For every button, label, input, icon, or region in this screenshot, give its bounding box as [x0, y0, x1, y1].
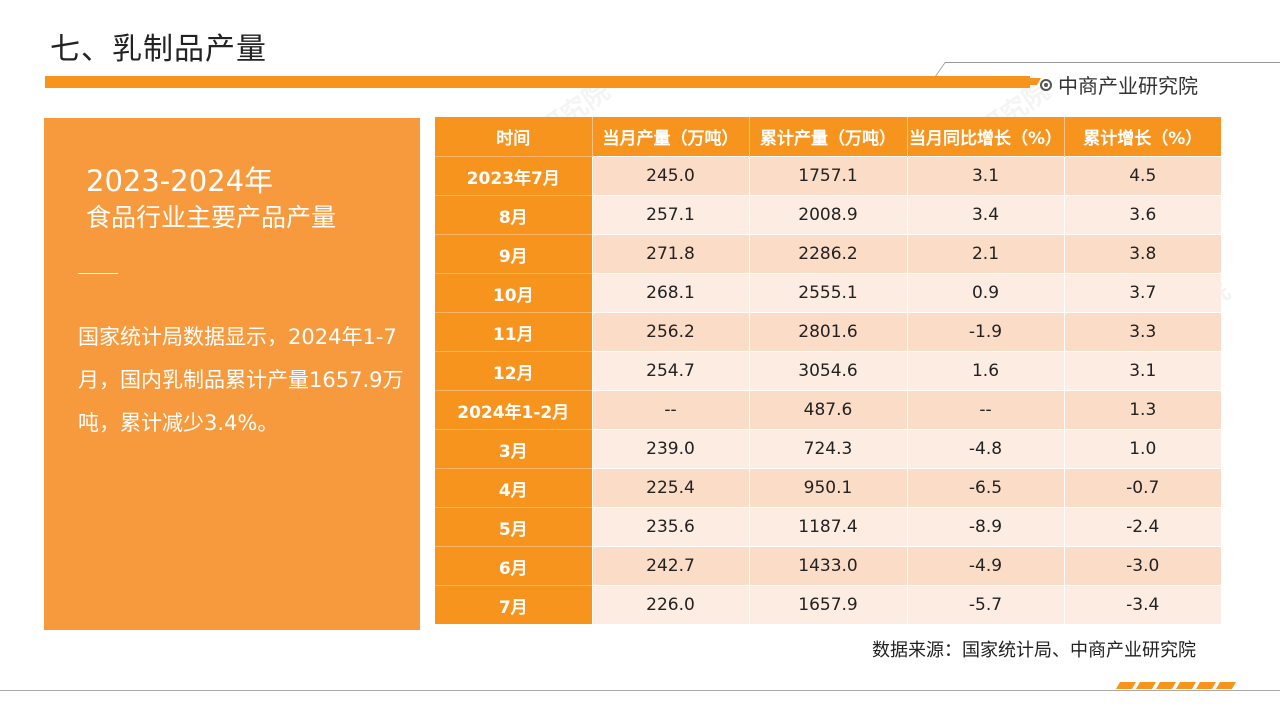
cell-cumulative-output: 950.1	[748, 468, 907, 508]
cell-cumulative-growth: 3.3	[1063, 312, 1221, 352]
cell-cumulative-growth: 3.1	[1063, 351, 1221, 391]
table-row: 3月 239.0 724.3 -4.8 1.0	[435, 429, 1221, 469]
cell-monthly-yoy: 0.9	[906, 273, 1064, 313]
table-row: 6月 242.7 1433.0 -4.9 -3.0	[435, 546, 1221, 586]
header-time: 时间	[435, 117, 592, 157]
cell-time: 3月	[435, 429, 592, 469]
cell-monthly-output: 235.6	[591, 507, 749, 547]
cell-monthly-output: 271.8	[591, 234, 749, 274]
cell-monthly-output: 254.7	[591, 351, 749, 391]
data-source-note: 数据来源：国家统计局、中商产业研究院	[872, 640, 1196, 661]
cell-cumulative-output: 2555.1	[748, 273, 907, 313]
cell-cumulative-output: 1187.4	[748, 507, 907, 547]
panel-title-line1: 2023-2024年	[86, 164, 274, 198]
table-row: 11月 256.2 2801.6 -1.9 3.3	[435, 312, 1221, 352]
cell-cumulative-growth: 3.8	[1063, 234, 1221, 274]
cell-time: 2023年7月	[435, 156, 592, 196]
table-row: 8月 257.1 2008.9 3.4 3.6	[435, 195, 1221, 235]
header-cumulative-growth: 累计增长（%）	[1063, 117, 1221, 157]
table-row: 2024年1-2月 -- 487.6 -- 1.3	[435, 390, 1221, 430]
cell-cumulative-growth: 3.7	[1063, 273, 1221, 313]
cell-monthly-output: --	[591, 390, 749, 430]
cell-monthly-yoy: -8.9	[906, 507, 1064, 547]
circle-dot-icon	[1040, 78, 1052, 91]
cell-cumulative-growth: -2.4	[1063, 507, 1221, 547]
cell-monthly-output: 226.0	[591, 585, 749, 624]
cell-cumulative-output: 724.3	[748, 429, 907, 469]
cell-monthly-output: 256.2	[591, 312, 749, 352]
cell-time: 10月	[435, 273, 592, 313]
cell-monthly-yoy: -6.5	[906, 468, 1064, 508]
cell-cumulative-growth: -3.4	[1063, 585, 1221, 624]
cell-time: 4月	[435, 468, 592, 508]
cell-monthly-output: 225.4	[591, 468, 749, 508]
panel-title-line2: 食品行业主要产品产量	[86, 203, 337, 232]
table-row: 9月 271.8 2286.2 2.1 3.8	[435, 234, 1221, 274]
header-monthly-yoy: 当月同比增长（%）	[906, 117, 1064, 157]
header-monthly-output: 当月产量（万吨）	[591, 117, 749, 157]
cell-cumulative-output: 2801.6	[748, 312, 907, 352]
cell-monthly-output: 239.0	[591, 429, 749, 469]
cell-monthly-output: 268.1	[591, 273, 749, 313]
cell-time: 8月	[435, 195, 592, 235]
cell-monthly-output: 245.0	[591, 156, 749, 196]
cell-monthly-yoy: 3.1	[906, 156, 1064, 196]
cell-time: 6月	[435, 546, 592, 586]
cell-cumulative-growth: -3.0	[1063, 546, 1221, 586]
cell-cumulative-output: 3054.6	[748, 351, 907, 391]
cell-time: 12月	[435, 351, 592, 391]
cell-monthly-yoy: -4.8	[906, 429, 1064, 469]
footer-stripes-decoration	[1115, 682, 1237, 689]
table-header-row: 时间 当月产量（万吨） 累计产量（万吨） 当月同比增长（%） 累计增长（%）	[435, 117, 1221, 157]
cell-cumulative-output: 1757.1	[748, 156, 907, 196]
cell-monthly-yoy: -1.9	[906, 312, 1064, 352]
cell-cumulative-growth: 4.5	[1063, 156, 1221, 196]
table-row: 5月 235.6 1187.4 -8.9 -2.4	[435, 507, 1221, 547]
table-row: 10月 268.1 2555.1 0.9 3.7	[435, 273, 1221, 313]
cell-monthly-yoy: 2.1	[906, 234, 1064, 274]
panel-divider	[78, 273, 118, 274]
cell-cumulative-growth: 3.6	[1063, 195, 1221, 235]
cell-monthly-yoy: 3.4	[906, 195, 1064, 235]
brand-name: 中商产业研究院	[1058, 74, 1198, 98]
cell-cumulative-growth: -0.7	[1063, 468, 1221, 508]
cell-monthly-output: 257.1	[591, 195, 749, 235]
cell-monthly-yoy: -4.9	[906, 546, 1064, 586]
cell-monthly-yoy: -5.7	[906, 585, 1064, 624]
cell-time: 5月	[435, 507, 592, 547]
table-row: 7月 226.0 1657.9 -5.7 -3.4	[435, 585, 1221, 624]
cell-monthly-yoy: --	[906, 390, 1064, 430]
title-accent-bar	[45, 76, 1030, 88]
header-stripes-decoration	[1000, 78, 1042, 85]
cell-monthly-output: 242.7	[591, 546, 749, 586]
summary-panel: 2023-2024年 食品行业主要产品产量 国家统计局数据显示，2024年1-7…	[44, 118, 420, 630]
page-title: 七、乳制品产量	[50, 32, 267, 67]
cell-time: 9月	[435, 234, 592, 274]
cell-time: 11月	[435, 312, 592, 352]
cell-cumulative-output: 487.6	[748, 390, 907, 430]
cell-cumulative-growth: 1.0	[1063, 429, 1221, 469]
header-cumulative-output: 累计产量（万吨）	[748, 117, 907, 157]
cell-time: 2024年1-2月	[435, 390, 592, 430]
table-row: 2023年7月 245.0 1757.1 3.1 4.5	[435, 156, 1221, 196]
table-row: 12月 254.7 3054.6 1.6 3.1	[435, 351, 1221, 391]
cell-cumulative-output: 1657.9	[748, 585, 907, 624]
cell-cumulative-output: 2008.9	[748, 195, 907, 235]
cell-cumulative-output: 2286.2	[748, 234, 907, 274]
brand-logo: 中商产业研究院	[1040, 70, 1198, 99]
cell-cumulative-output: 1433.0	[748, 546, 907, 586]
panel-description: 国家统计局数据显示，2024年1-7月，国内乳制品累计产量1657.9万吨，累计…	[78, 325, 404, 435]
header-divider-line	[945, 62, 1280, 63]
cell-monthly-yoy: 1.6	[906, 351, 1064, 391]
footer-divider-line	[0, 690, 1280, 691]
production-table: 时间 当月产量（万吨） 累计产量（万吨） 当月同比增长（%） 累计增长（%） 2…	[435, 117, 1221, 624]
table-row: 4月 225.4 950.1 -6.5 -0.7	[435, 468, 1221, 508]
cell-time: 7月	[435, 585, 592, 624]
cell-cumulative-growth: 1.3	[1063, 390, 1221, 430]
